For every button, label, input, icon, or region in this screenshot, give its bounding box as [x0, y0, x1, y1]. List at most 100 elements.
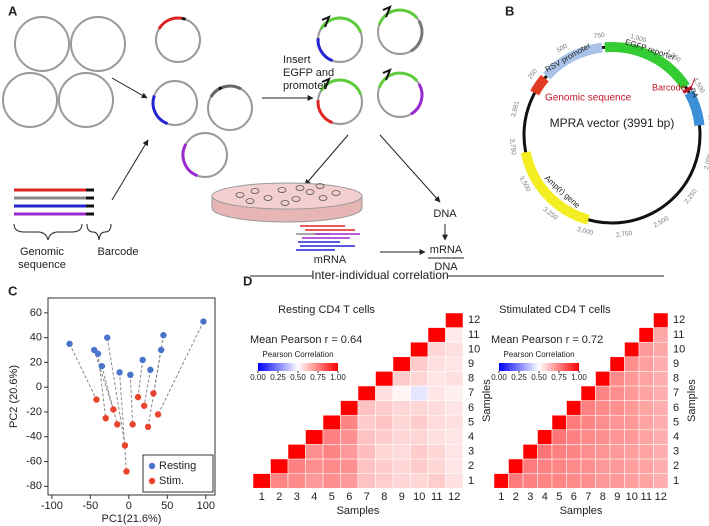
- heat-cell: [427, 429, 446, 445]
- x-tick-label: 4: [542, 491, 548, 503]
- y-tick-label: 60: [30, 307, 42, 319]
- x-tick-label: 100: [197, 500, 215, 512]
- heat-cell: [445, 385, 464, 401]
- y-tick-label: 8: [468, 373, 474, 385]
- colorbar-tick-label: 0.25: [511, 373, 527, 382]
- y-tick-label: 20: [30, 356, 42, 368]
- heat-cell: [392, 385, 411, 401]
- pair-line: [143, 369, 151, 406]
- heat-cell: [305, 429, 324, 445]
- heat-cell: [340, 458, 359, 474]
- y-tick-label: 11: [468, 329, 479, 341]
- heat-cell: [340, 400, 359, 416]
- heat-cell: [638, 414, 654, 431]
- heat-cell: [375, 385, 394, 401]
- heat-cell: [392, 473, 411, 489]
- heat-cell: [580, 444, 596, 460]
- heat-cell: [551, 444, 567, 460]
- y-tick-label: 7: [673, 387, 679, 399]
- heat-cell: [322, 473, 341, 489]
- vector-feature: [684, 90, 705, 127]
- heat-cell: [445, 341, 464, 358]
- heat-cell: [357, 429, 376, 445]
- legend-box: [142, 454, 214, 493]
- panel-label: C: [8, 283, 18, 298]
- heat-cell: [609, 458, 625, 474]
- heat-cell: [624, 458, 640, 474]
- fragments: [14, 188, 94, 216]
- x-tick-label: 3: [294, 491, 300, 503]
- heat-cell: [595, 400, 611, 416]
- point: [157, 346, 165, 354]
- insert: [181, 16, 187, 21]
- ring-label: 2,250: [683, 188, 699, 205]
- heat-cell: [624, 429, 640, 445]
- heat-cell: [392, 400, 411, 416]
- heat-cell: [566, 414, 582, 431]
- y-tick-label: 9: [673, 358, 679, 370]
- heat-cell: [410, 444, 429, 460]
- panel-label: B: [505, 3, 514, 18]
- y-tick-label: 0: [36, 381, 42, 393]
- ring-label: 2,750: [616, 230, 633, 239]
- point: [116, 369, 123, 376]
- insert: [151, 94, 169, 126]
- y-tick-label: -40: [26, 431, 42, 443]
- y-axis-label: PC2 (20.6%): [8, 365, 20, 428]
- heat-cell: [609, 371, 625, 387]
- y-tick-label: 2: [468, 460, 474, 472]
- promoter-mark: [321, 15, 331, 28]
- x-tick-label: 8: [381, 491, 387, 503]
- heat-cell: [508, 458, 524, 474]
- insert: [377, 8, 419, 26]
- insert: [209, 84, 242, 98]
- pair-line: [106, 337, 126, 446]
- promoter-mark: [382, 68, 392, 81]
- feature-label: RSV promoter: [544, 41, 593, 74]
- label: Barcode: [98, 246, 139, 258]
- heat-cell: [322, 429, 341, 445]
- heat-cell: [595, 414, 611, 431]
- heat-cell: [322, 458, 341, 474]
- heat-cell: [375, 473, 394, 489]
- panel-a: [2, 16, 464, 259]
- y-tick-label: 3: [673, 446, 679, 458]
- heat-cell: [375, 429, 394, 445]
- ring-label: 1,750: [707, 114, 709, 131]
- y-tick-label: 40: [30, 332, 42, 344]
- heat-cell: [653, 458, 669, 474]
- heat-cell: [270, 473, 289, 489]
- pair-line: [101, 366, 118, 425]
- heat-cell: [638, 356, 654, 372]
- heat-cell: [595, 429, 611, 445]
- heat-cell: [580, 385, 596, 401]
- heat-cell: [580, 400, 596, 416]
- heat-cell: [638, 371, 654, 387]
- feature-label: Barcode: [652, 82, 686, 92]
- heat-cell: [522, 458, 538, 474]
- heat-cell: [609, 429, 625, 445]
- point: [123, 468, 130, 475]
- point: [147, 366, 154, 374]
- x-tick-label: 3: [527, 491, 533, 503]
- x-tick-label: 1: [498, 491, 504, 503]
- plasmid: [70, 16, 126, 72]
- ring-label: 500: [556, 43, 569, 55]
- heat-cell: [653, 356, 669, 372]
- heat-cell: [493, 473, 509, 489]
- y-tick-label: 2: [673, 460, 679, 472]
- plasmid: [58, 72, 114, 128]
- insert: [157, 16, 183, 30]
- heat-cell: [375, 371, 394, 387]
- heat-cell: [375, 458, 394, 474]
- x-tick-label: 4: [311, 491, 317, 503]
- y-tick-label: 7: [468, 387, 474, 399]
- colorbar-tick-label: 0.50: [531, 373, 547, 382]
- heat-cell: [638, 444, 654, 460]
- label: Insert: [283, 54, 311, 66]
- heat-cell: [609, 414, 625, 431]
- heat-cell: [427, 458, 446, 474]
- x-tick-label: 2: [276, 491, 282, 503]
- insert: [319, 78, 363, 96]
- panel-b: [520, 42, 705, 225]
